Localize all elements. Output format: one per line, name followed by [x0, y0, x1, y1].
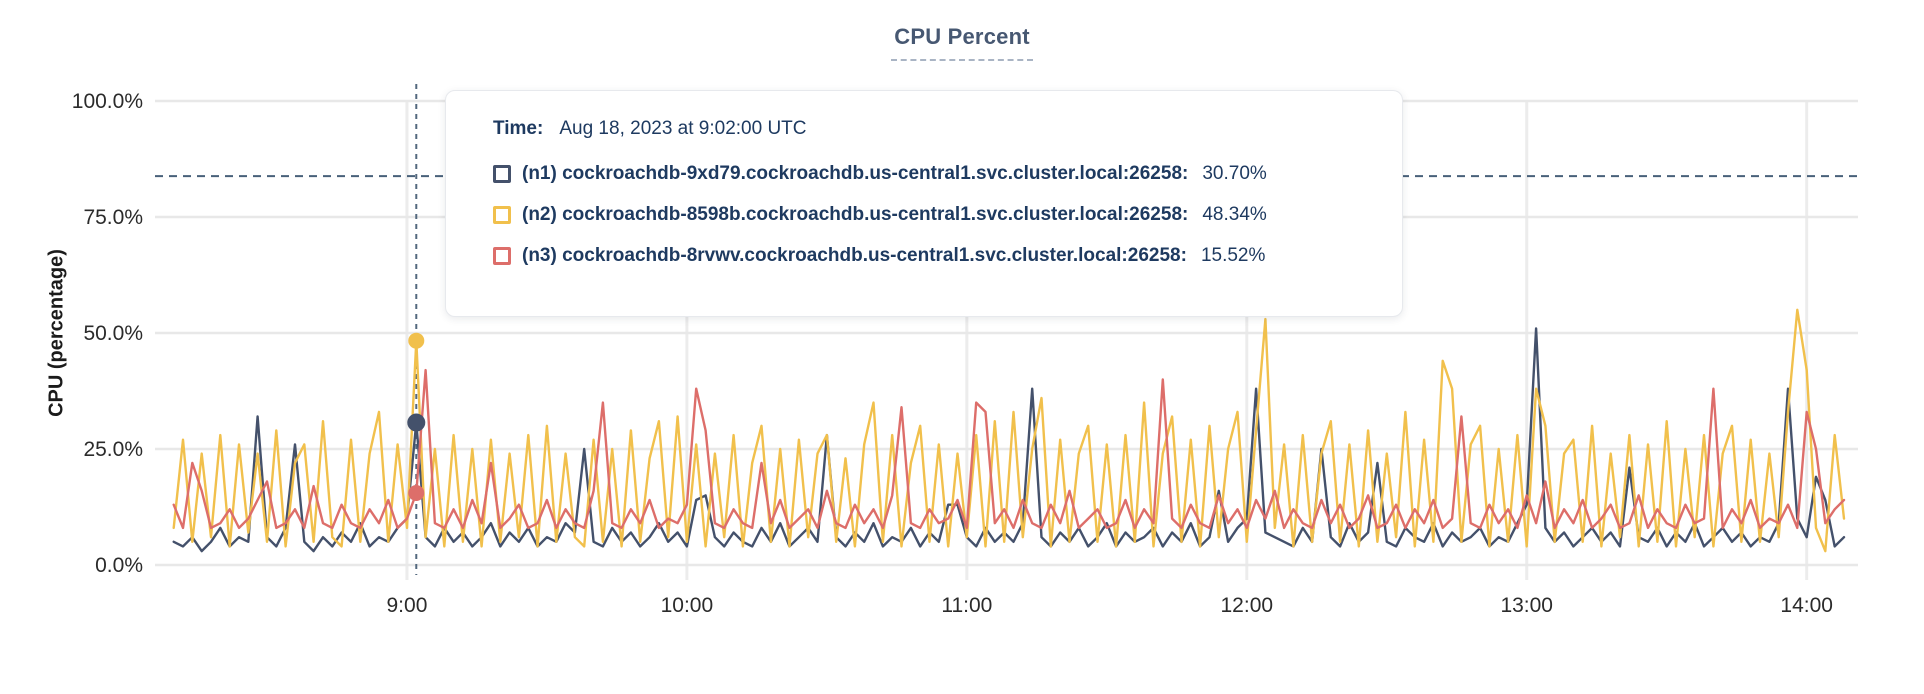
- y-tick-label: 25.0%: [83, 438, 143, 461]
- tooltip-series-value-n1: 30.70%: [1202, 163, 1267, 184]
- y-tick-label: 50.0%: [83, 322, 143, 345]
- x-tick-label: 11:00: [941, 594, 992, 617]
- tooltip-time-label: Time:: [493, 118, 544, 139]
- tooltip-series-value-n3: 15.52%: [1200, 245, 1266, 266]
- series-line-n2: [172, 308, 1846, 553]
- x-tick-label: 12:00: [1221, 594, 1274, 617]
- tooltip-row-n1: (n1) cockroachdb-9xd79.cockroachdb.us-ce…: [493, 163, 1372, 185]
- x-tick-label: 9:00: [387, 594, 428, 617]
- series-line-n1: [172, 327, 1846, 553]
- y-tick-label: 75.0%: [83, 206, 143, 229]
- tooltip-series-label-n2: (n2) cockroachdb-8598b.cockroachdb.us-ce…: [522, 204, 1189, 225]
- chart-header: CPU Percent: [0, 24, 1924, 61]
- hover-dot-n2: [408, 332, 425, 349]
- tooltip-row-n2: (n2) cockroachdb-8598b.cockroachdb.us-ce…: [493, 204, 1372, 226]
- x-tick-label: 13:00: [1500, 594, 1553, 617]
- tooltip-time-value: Aug 18, 2023 at 9:02:00 UTC: [559, 118, 807, 139]
- series-swatch-n3: [493, 247, 511, 265]
- hover-dot-n1: [407, 413, 426, 432]
- y-tick-label: 0.0%: [95, 554, 143, 577]
- x-tick-label: 10:00: [661, 594, 714, 617]
- chart-tooltip: Time: Aug 18, 2023 at 9:02:00 UTC (n1) c…: [445, 90, 1403, 317]
- series-swatch-n2: [493, 206, 511, 224]
- chart-title: CPU Percent: [891, 24, 1033, 61]
- tooltip-series-label-n3: (n3) cockroachdb-8rvwv.cockroachdb.us-ce…: [522, 245, 1187, 266]
- x-tick-label: 14:00: [1780, 594, 1833, 617]
- series-swatch-n1: [493, 165, 511, 183]
- tooltip-row-n3: (n3) cockroachdb-8rvwv.cockroachdb.us-ce…: [493, 245, 1372, 267]
- y-tick-label: 100.0%: [72, 90, 143, 113]
- hover-dot-n3: [408, 484, 425, 501]
- series-line-n3: [172, 368, 1846, 530]
- tooltip-series-value-n2: 48.34%: [1202, 204, 1267, 225]
- tooltip-series-label-n1: (n1) cockroachdb-9xd79.cockroachdb.us-ce…: [522, 163, 1189, 184]
- tooltip-time-row: Time: Aug 18, 2023 at 9:02:00 UTC: [493, 118, 1372, 140]
